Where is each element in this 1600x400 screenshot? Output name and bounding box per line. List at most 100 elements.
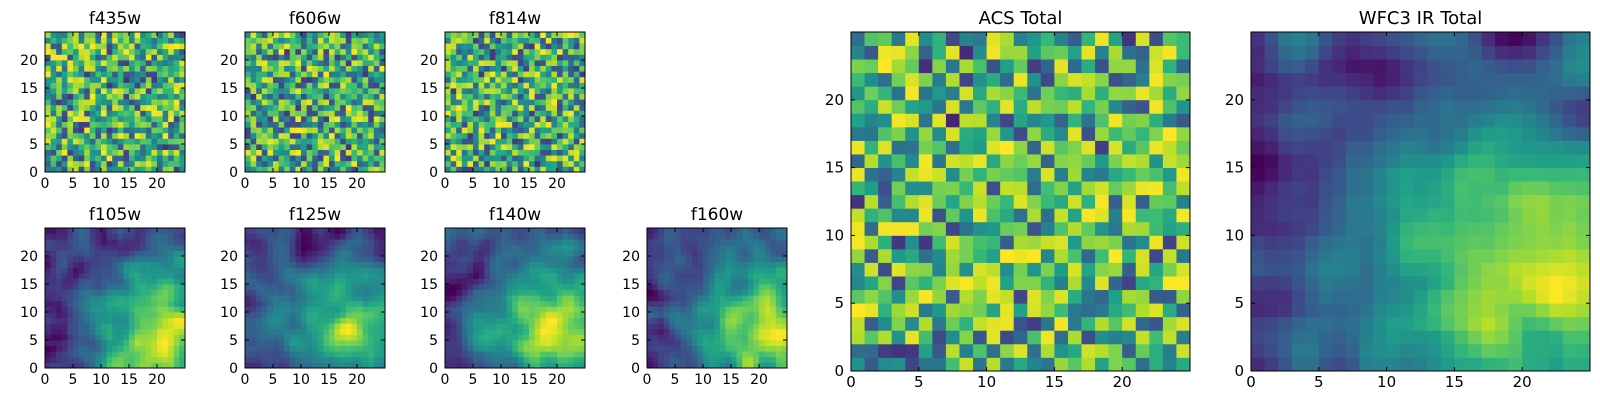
heatmap-cell [686,233,693,240]
heatmap-cell [697,278,704,285]
heatmap-cell [351,340,358,346]
heatmap-cell [50,334,57,341]
heatmap-cell [373,144,380,150]
heatmap-cell [267,149,274,156]
heatmap-cell [301,76,307,83]
heatmap-cell [534,328,541,335]
heatmap-cell [351,48,358,55]
heatmap-cell [523,99,530,106]
heatmap-cell [45,233,51,240]
heatmap-cell [489,37,496,44]
heatmap-cell [256,250,263,257]
heatmap-cell [373,43,380,50]
heatmap-cell [478,256,485,262]
heatmap-cell [501,116,507,122]
heatmap-cell [501,334,507,341]
heatmap-cell [891,167,906,182]
y-tick-label: 5 [429,137,438,153]
heatmap-cell [145,256,152,262]
heatmap-cell [45,110,51,117]
heatmap-cell [753,362,760,369]
heatmap-cell [334,250,341,257]
heatmap-cell [362,334,369,341]
heatmap-cell [1162,181,1177,196]
heatmap-cell [478,340,485,346]
heatmap-cell [67,121,74,128]
heatmap-cell [267,99,274,106]
heatmap-cell [323,155,330,162]
heatmap-cell [1081,194,1096,209]
heatmap-cell [340,71,347,78]
heatmap-cell [445,76,451,83]
heatmap-cell [1122,262,1137,277]
heatmap-cell [473,323,479,330]
heatmap-cell [368,284,375,290]
heatmap-cell [461,82,468,89]
heatmap-cell [747,256,754,262]
heatmap-cell [557,48,563,55]
heatmap-cell [1135,316,1150,331]
heatmap-cell [742,239,749,246]
heatmap-cell [329,144,335,150]
heatmap-cell [106,54,113,61]
heatmap-cell [534,244,541,251]
heatmap-cell [306,60,313,66]
heatmap-cell [101,65,107,72]
heatmap-cell [557,351,563,358]
heatmap-cell [312,306,319,313]
heatmap-cell [467,306,474,313]
heatmap-cell [284,340,291,346]
heatmap-cell [1013,248,1028,263]
heatmap-cell [1054,167,1069,182]
heatmap-cell [306,295,313,302]
heatmap-cell [329,261,335,268]
heatmap-cell [179,160,186,167]
heatmap-cell [864,276,879,291]
heatmap-cell [781,267,788,274]
heatmap-cell [334,88,341,94]
heatmap-cell [557,37,563,44]
heatmap-cell [450,48,457,55]
heatmap-cell [134,272,141,279]
heatmap-cell [775,244,782,251]
heatmap-cell [669,295,676,302]
heatmap-cells [647,228,788,369]
heatmap-cell [368,272,375,279]
heatmap-cell [652,328,659,335]
heatmap-cell [484,239,491,246]
heatmap-cell [261,233,268,240]
heatmap-cell [362,284,369,290]
heatmap-cell [945,181,960,196]
heatmap-cell [675,233,681,240]
heatmap-cell [1081,303,1096,318]
heatmap-cell [73,328,79,335]
heatmap-cell [736,328,743,335]
heatmap-cell [129,250,135,257]
heatmap-cell [117,267,124,274]
heatmap-cell [568,37,575,44]
heatmap-cell [45,317,51,324]
y-tick-label: 0 [229,165,238,181]
heatmap-cell [545,71,552,78]
heatmap-cell [1108,330,1123,345]
heatmap-cell [562,121,569,128]
heatmap-cell [329,99,335,106]
heatmap-cell [489,356,496,363]
heatmap-cell [579,82,586,89]
heatmap-cell [162,239,169,246]
heatmap-cell [658,239,665,246]
heatmap-cell [301,362,307,369]
heatmap-cell [357,88,363,94]
heatmap-cell [691,250,698,257]
heatmap-cell [145,317,152,324]
heatmap-cell [495,228,502,234]
heatmap-cell [284,250,291,257]
heatmap-cell [50,99,57,106]
heatmap-cell [340,272,347,279]
heatmap-cell [523,328,530,335]
heatmap-cell [312,340,319,346]
heatmap-cell [473,228,479,234]
heatmap-cell [529,284,535,290]
heatmap-cell [73,104,79,111]
heatmap-cell [747,317,754,324]
